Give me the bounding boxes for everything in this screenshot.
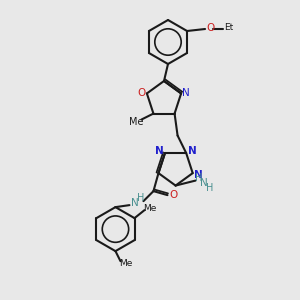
- Text: N: N: [200, 178, 208, 188]
- Text: Me: Me: [119, 259, 132, 268]
- Text: N: N: [182, 88, 190, 98]
- Text: O: O: [138, 88, 146, 98]
- Text: N: N: [154, 146, 164, 156]
- Text: H: H: [195, 172, 202, 183]
- Text: N: N: [194, 170, 203, 180]
- Text: Et: Et: [224, 23, 234, 32]
- Text: H: H: [206, 183, 213, 193]
- Text: N: N: [188, 146, 197, 156]
- Text: O: O: [169, 190, 178, 200]
- Text: N: N: [130, 198, 138, 208]
- Text: H: H: [137, 193, 144, 203]
- Text: Me: Me: [129, 117, 144, 127]
- Text: O: O: [206, 23, 214, 33]
- Text: Me: Me: [143, 204, 156, 213]
